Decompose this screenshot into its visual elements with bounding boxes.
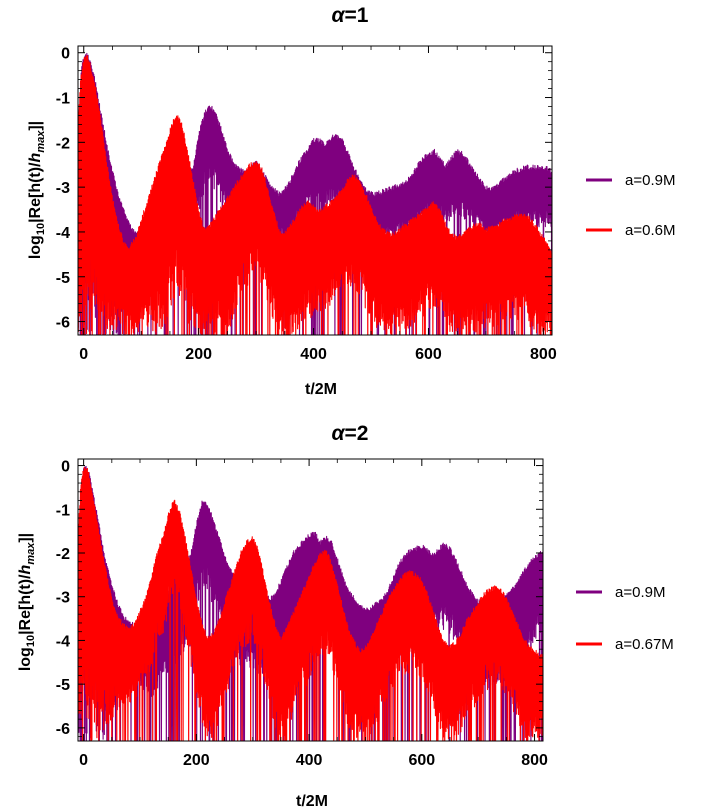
- panel-1-title: α=1: [332, 4, 369, 27]
- panel-1-y-tick-label: -3: [56, 180, 70, 197]
- panel-2-legend-label-a09: a=0.9M: [615, 584, 665, 601]
- panel-2-x-tick-label: 600: [408, 752, 435, 769]
- panel-2-x-tick-label: 800: [521, 752, 548, 769]
- panel-2-y-tick-label: -5: [56, 677, 70, 694]
- panel-1-y-axis-label: log10|Re[h(t)/hmax]|: [27, 121, 47, 259]
- panel-1-y-tick-label: -5: [56, 270, 70, 287]
- panel-2: α=2 0 200 400 600 800 0 -1 -2 -3 -4 -5 -6 t/2M log1…: [17, 422, 674, 810]
- panel-1-frame: [77, 45, 553, 336]
- panel-1-series-red-line: [78, 55, 552, 335]
- panel-2-y-tick-label: -1: [56, 502, 70, 519]
- panel-2-y-tick-label: -6: [56, 721, 70, 738]
- panel-2-x-tick-label: 400: [296, 752, 323, 769]
- panel-2-frame: [77, 458, 544, 742]
- panel-1-ticks: 0 200 400 600 800 0 -1 -2 -3 -4 -5 -6: [56, 46, 557, 363]
- panel-2-series-red-line: [78, 466, 543, 741]
- panel-1-legend: a=0.9M a=0.6M: [586, 172, 675, 239]
- panel-2-x-tick-label: 0: [79, 752, 88, 769]
- panel-1-y-tick-label: 0: [61, 46, 70, 63]
- panel-2-legend: a=0.9M a=0.67M: [576, 584, 674, 653]
- panel-2-y-tick-label: -3: [56, 590, 70, 607]
- panel-2-series-group: [78, 465, 543, 741]
- panel-1-x-tick-label: 400: [300, 346, 327, 363]
- panel-1-x-tick-label: 0: [79, 346, 88, 363]
- panel-2-y-tick-label: -4: [56, 633, 70, 650]
- panel-1-y-tick-label: -2: [56, 135, 70, 152]
- panel-1-y-tick-label: -1: [56, 91, 70, 108]
- panel-2-y-tick-label: 0: [61, 459, 70, 476]
- panel-1-x-axis-label: t/2M: [305, 381, 337, 398]
- panel-1-legend-label-a09: a=0.9M: [625, 172, 675, 189]
- panel-2-y-axis-label: log10|Re[h(t)/hmax]|: [17, 533, 37, 671]
- panel-2-legend-label-a067: a=0.67M: [615, 636, 674, 653]
- panel-1-series-group: [78, 52, 552, 335]
- panel-1-x-tick-label: 800: [530, 346, 557, 363]
- panel-1-x-tick-label: 600: [415, 346, 442, 363]
- panel-2-x-tick-label: 200: [183, 752, 210, 769]
- panel-2-ticks: 0 200 400 600 800 0 -1 -2 -3 -4 -5 -6: [56, 459, 548, 769]
- panel-1-x-tick-label: 200: [185, 346, 212, 363]
- panel-2-title: α=2: [332, 422, 369, 445]
- panel-1: α=1 0 200 400 600 800 0 -1 -2 -3 -4 -5 -6 t/2M log1…: [27, 4, 675, 398]
- panel-1-y-tick-label: -4: [56, 225, 70, 242]
- panel-1-y-tick-label: -6: [56, 315, 70, 332]
- panel-1-legend-label-a06: a=0.6M: [625, 222, 675, 239]
- panel-2-y-tick-label: -2: [56, 546, 70, 563]
- panel-2-x-axis-label: t/2M: [296, 793, 328, 810]
